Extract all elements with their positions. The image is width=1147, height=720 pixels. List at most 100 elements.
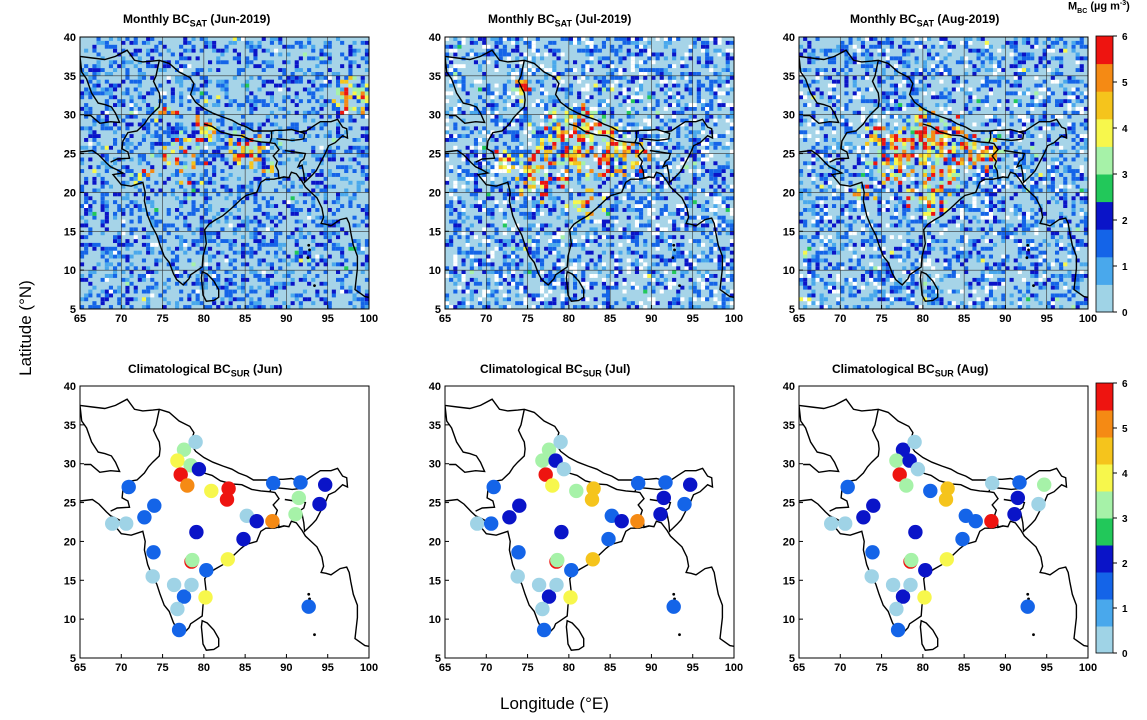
station-point xyxy=(510,569,525,584)
panel-title-bottom-2: Climatological BCSUR (Jul) xyxy=(480,362,630,378)
station-point xyxy=(184,554,199,569)
station-point xyxy=(185,552,200,568)
x-tick-label: 85 xyxy=(958,313,970,325)
title-sub: SAT xyxy=(916,18,934,29)
heatmap-cells-2 xyxy=(799,37,1088,309)
station-point xyxy=(170,453,185,468)
title-sub: SUR xyxy=(582,368,602,379)
x-tick-label: 75 xyxy=(156,313,168,325)
station-point xyxy=(531,577,547,593)
station-point xyxy=(199,563,214,578)
coastlines-b0 xyxy=(80,398,369,651)
station-point xyxy=(601,531,616,547)
y-tick-label: 5 xyxy=(789,304,795,316)
station-point xyxy=(198,590,213,605)
y-tick-label: 20 xyxy=(64,536,76,548)
axes-box xyxy=(444,36,735,310)
panel-title-top-1: Monthly BCSAT (Jun-2019) xyxy=(123,12,270,28)
map-background xyxy=(799,386,1088,658)
unit-text: (µg m xyxy=(1087,0,1120,13)
station-point xyxy=(563,590,578,605)
station-point xyxy=(938,492,954,507)
station-point xyxy=(955,531,970,547)
colorbar-swatch xyxy=(1096,572,1113,600)
station-point xyxy=(889,601,904,617)
colorbar-swatch xyxy=(1096,201,1113,230)
station-point xyxy=(840,479,855,495)
colorbar-tick-label: 0 xyxy=(1122,308,1128,319)
station-point xyxy=(176,589,192,604)
y-tick-label: 35 xyxy=(783,71,795,83)
station-point xyxy=(146,545,161,560)
x-tick-label: 90 xyxy=(645,662,657,674)
title-text: Monthly BC xyxy=(488,12,555,26)
y-tick-label: 20 xyxy=(783,536,795,548)
y-axis-title: Latitude (°N) xyxy=(16,280,35,376)
colorbar-swatch xyxy=(1096,63,1113,92)
station-point xyxy=(512,498,527,513)
coastlines-b1 xyxy=(445,398,734,651)
y-tick-label: 15 xyxy=(429,575,441,587)
station-point xyxy=(677,496,692,512)
x-tick-label: 65 xyxy=(793,662,805,674)
x-tick-label: 75 xyxy=(875,662,887,674)
station-point xyxy=(899,478,914,493)
coastlines-t0 xyxy=(80,49,369,302)
colorbar-tick-label: 3 xyxy=(1122,514,1128,525)
map-panel-t1: 65 70 75 80 85 90 95 100 5 10 15 20 25 30 35 40 xyxy=(429,32,743,325)
y-tick-label: 20 xyxy=(429,536,441,548)
map-background xyxy=(799,37,1088,309)
grid-t1 xyxy=(445,37,734,309)
x-tick-label: 85 xyxy=(239,313,251,325)
title-text: (Jul-2019) xyxy=(572,12,632,26)
station-point xyxy=(166,577,182,593)
x-tick-label: 65 xyxy=(74,313,86,325)
station-point xyxy=(239,508,254,523)
y-tick-label: 30 xyxy=(783,459,795,471)
station-point xyxy=(903,554,918,569)
map-panel-b1: 65 70 75 80 85 90 95 100 5 10 15 20 25 30 35 40 xyxy=(429,381,743,674)
station-point xyxy=(502,510,517,525)
title-text: (Jul) xyxy=(601,362,631,376)
station-point xyxy=(968,514,983,529)
station-point xyxy=(984,514,999,529)
colorbar-swatch xyxy=(1096,437,1113,465)
x-tick-label: 95 xyxy=(687,313,699,325)
map-panel-t0: 65 70 75 80 85 90 95 100 5 10 15 20 25 30 35 40 xyxy=(64,32,378,325)
station-point xyxy=(145,569,160,584)
panel-title-bottom-3: Climatological BCSUR (Aug) xyxy=(832,362,988,378)
station-point xyxy=(191,462,207,477)
x-tick-label: 70 xyxy=(115,313,127,325)
station-point xyxy=(291,490,306,506)
station-point xyxy=(312,496,327,512)
station-point xyxy=(885,577,901,593)
map-background xyxy=(80,386,369,658)
x-tick-label: 70 xyxy=(480,662,492,674)
station-points xyxy=(824,434,1052,638)
station-point xyxy=(184,577,199,593)
station-point xyxy=(656,490,671,506)
colorbar-swatch xyxy=(1096,146,1113,175)
y-tick-label: 20 xyxy=(783,187,795,199)
x-axis-title: Longitude (°E) xyxy=(500,694,609,713)
station-point xyxy=(535,601,550,617)
y-tick-label: 40 xyxy=(429,381,441,393)
colorbar-tick-label: 0 xyxy=(1122,649,1128,660)
station-point xyxy=(553,434,568,450)
station-point xyxy=(856,510,871,525)
map-panel-b0: 65 70 75 80 85 90 95 100 5 10 15 20 25 30 35 40 xyxy=(64,381,378,674)
station-point xyxy=(541,442,557,457)
station-point xyxy=(604,508,619,523)
station-point xyxy=(288,507,303,522)
y-tick-label: 10 xyxy=(429,265,441,277)
station-point xyxy=(889,453,904,468)
y-tick-label: 5 xyxy=(70,304,76,316)
station-point xyxy=(890,622,906,638)
x-tick-label: 85 xyxy=(958,662,970,674)
map-area xyxy=(445,386,734,658)
station-point xyxy=(470,516,485,531)
station-point xyxy=(907,434,922,450)
station-point xyxy=(554,524,569,540)
colorbar-tick-label: 5 xyxy=(1122,424,1128,435)
